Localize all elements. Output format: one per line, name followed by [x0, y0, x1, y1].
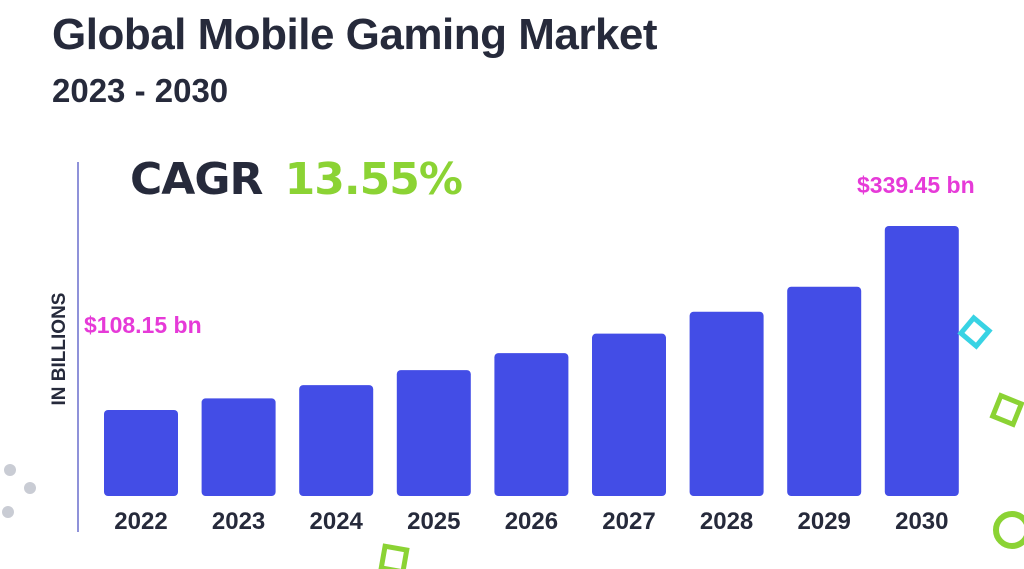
chart-title: Global Mobile Gaming Market [52, 10, 658, 59]
x-tick-2029: 2029 [798, 508, 851, 535]
bar-2027 [592, 333, 666, 496]
annotation-end-value: $339.45 bn [857, 172, 975, 198]
x-tick-2028: 2028 [700, 508, 753, 535]
deco-diamond-cyan [957, 314, 993, 350]
deco-dot-2 [24, 482, 36, 494]
deco-square-green [378, 543, 410, 569]
bar-2030 [884, 226, 959, 496]
x-tick-2026: 2026 [505, 508, 558, 535]
x-tick-2022: 2022 [114, 508, 167, 535]
x-tick-2027: 2027 [602, 508, 655, 535]
bar-2026 [494, 353, 569, 496]
deco-dot-3 [2, 506, 14, 518]
x-tick-labels: 2022 2023 2024 2025 2026 2027 2028 2029 2030 [114, 508, 948, 535]
x-tick-2025: 2025 [407, 508, 460, 535]
x-tick-2030: 2030 [895, 508, 948, 535]
bar-2023 [201, 398, 276, 496]
chart-subtitle: 2023 - 2030 [52, 72, 229, 109]
cagr-callout: CAGR 13.55% [130, 154, 463, 205]
bar-2029 [787, 286, 862, 496]
decorations [2, 314, 1024, 569]
deco-dot-1 [4, 464, 16, 476]
x-tick-2023: 2023 [212, 508, 265, 535]
cagr-label: CAGR [130, 154, 263, 205]
bar-2025 [396, 370, 471, 496]
deco-ring-green [993, 511, 1024, 549]
deco-diamond-green [989, 392, 1024, 428]
bar-2024 [299, 385, 374, 496]
cagr-value: 13.55% [284, 154, 463, 205]
bar-2022 [104, 409, 178, 496]
bars-group [104, 226, 959, 496]
x-tick-2024: 2024 [310, 508, 364, 535]
annotation-start-value: $108.15 bn [84, 312, 202, 338]
bar-2028 [689, 311, 764, 496]
